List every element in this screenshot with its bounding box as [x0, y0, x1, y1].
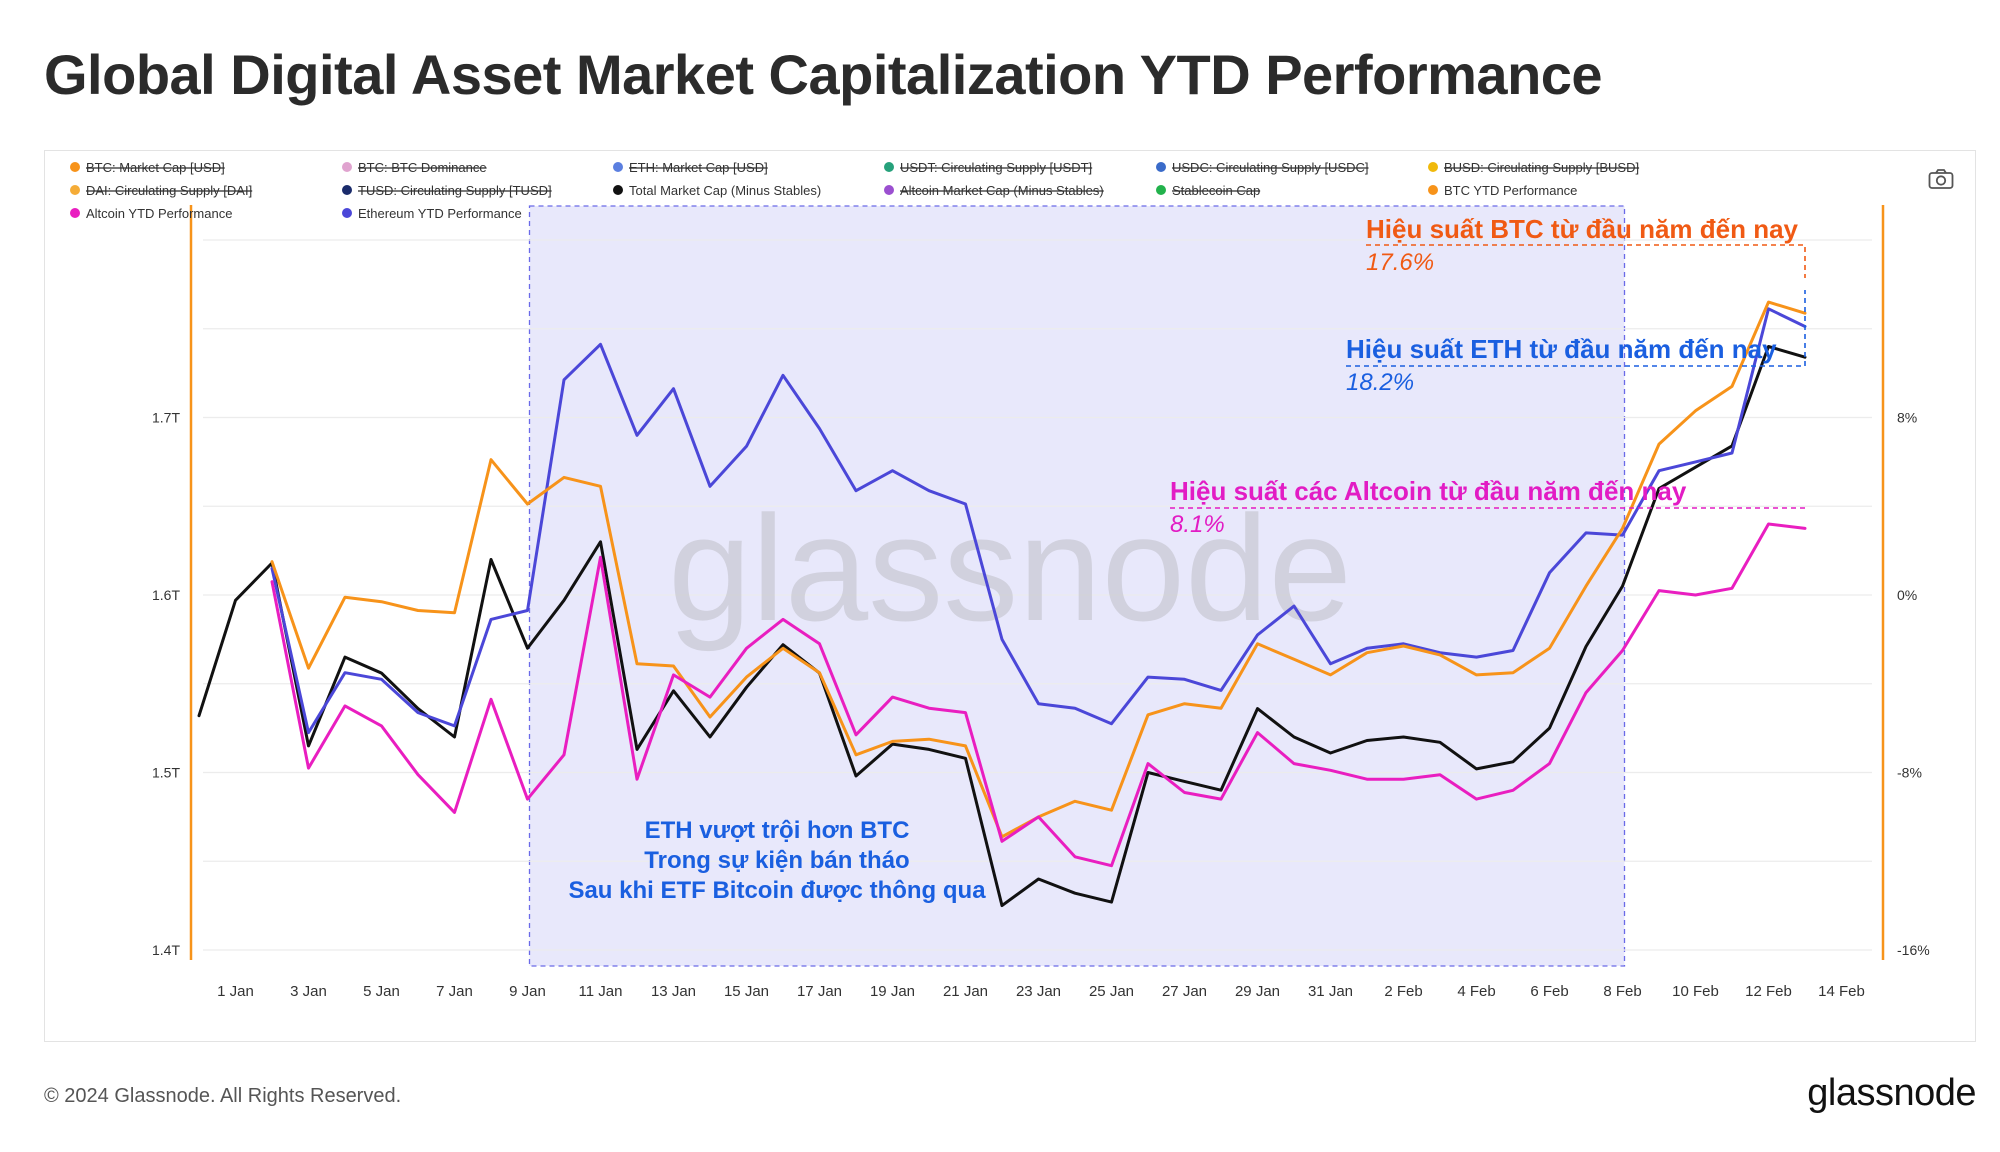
camera-icon[interactable] — [1928, 168, 1954, 190]
copyright-text: © 2024 Glassnode. All Rights Reserved. — [44, 1085, 402, 1107]
page-title: Global Digital Asset Market Capitalizati… — [44, 43, 1603, 106]
chart-frame — [44, 150, 1976, 1042]
brand-logo-text: glassnode — [1807, 1072, 1976, 1114]
